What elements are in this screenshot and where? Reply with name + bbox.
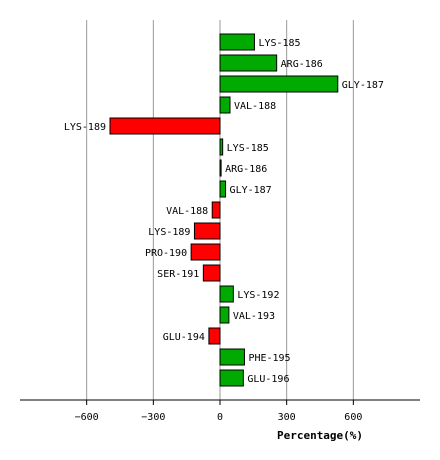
tick-label: −600 [75, 412, 99, 423]
bar-label: VAL-188 [234, 101, 276, 112]
bar [219, 54, 278, 72]
bar-label: PRO-190 [145, 248, 187, 259]
bar [219, 159, 222, 177]
tick-label: 300 [278, 412, 296, 423]
bar-labels: LYS-185 ARG-186 GLY-187 VAL-188 LYS-189 LYS-1… [64, 38, 384, 385]
tick-label: −300 [141, 412, 165, 423]
bar-label: ARG-186 [225, 164, 267, 175]
x-axis-title: Percentage(%) [277, 429, 363, 442]
bar-label: GLY-187 [230, 185, 272, 196]
bar [219, 285, 234, 303]
bar [219, 306, 230, 324]
bar-label: SER-191 [157, 269, 199, 280]
bar [211, 201, 221, 219]
tick-label: 600 [344, 412, 362, 423]
tick-label: 0 [217, 412, 223, 423]
bar [219, 180, 227, 198]
bar-label: GLU-194 [163, 332, 205, 343]
bar-label: GLY-187 [342, 80, 384, 91]
bars [109, 33, 339, 387]
bar-label: VAL-193 [233, 311, 275, 322]
bar [219, 369, 244, 387]
bar-label: LYS-185 [258, 38, 300, 49]
bar [190, 243, 221, 261]
bar [208, 327, 221, 345]
bar [219, 96, 231, 114]
bar [219, 138, 224, 156]
bar [219, 75, 339, 93]
bar-label: LYS-185 [227, 143, 269, 154]
bar [219, 348, 245, 366]
bar-label: VAL-188 [166, 206, 208, 217]
bar-label: LYS-189 [148, 227, 190, 238]
bar-label: PHE-195 [248, 353, 290, 364]
bar-label: GLU-196 [247, 374, 289, 385]
bar-label: LYS-192 [237, 290, 279, 301]
bar [109, 117, 221, 135]
bar [193, 222, 221, 240]
bar-label: LYS-189 [64, 122, 106, 133]
bar-label: ARG-186 [281, 59, 323, 70]
x-ticks: −600 −300 0 300 600 [75, 400, 362, 423]
bar [219, 33, 255, 51]
bar [202, 264, 221, 282]
